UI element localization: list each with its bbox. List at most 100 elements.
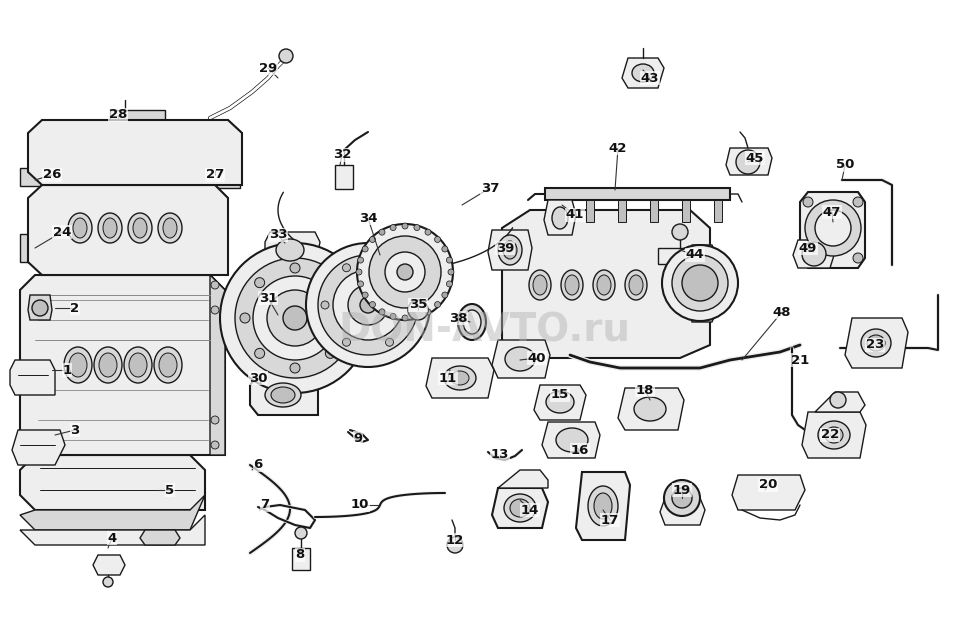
Ellipse shape <box>98 213 122 243</box>
Ellipse shape <box>73 218 87 238</box>
Text: 22: 22 <box>821 429 839 442</box>
Text: 8: 8 <box>295 548 305 561</box>
Circle shape <box>325 278 335 288</box>
Bar <box>658 248 713 264</box>
Ellipse shape <box>594 493 612 519</box>
Ellipse shape <box>588 486 618 526</box>
Circle shape <box>235 258 355 378</box>
Circle shape <box>853 253 863 263</box>
Text: 9: 9 <box>353 432 363 444</box>
Ellipse shape <box>510 499 530 517</box>
Text: 10: 10 <box>350 498 369 511</box>
Text: 2: 2 <box>71 302 79 315</box>
Text: 26: 26 <box>43 168 61 181</box>
Circle shape <box>672 224 688 240</box>
Polygon shape <box>660 498 705 525</box>
Ellipse shape <box>458 304 486 340</box>
Text: 24: 24 <box>53 226 72 239</box>
Polygon shape <box>228 120 242 185</box>
Ellipse shape <box>625 270 647 300</box>
Text: 15: 15 <box>551 389 569 401</box>
Circle shape <box>211 306 219 314</box>
Polygon shape <box>210 275 225 455</box>
Ellipse shape <box>129 353 147 377</box>
Circle shape <box>435 237 440 242</box>
Ellipse shape <box>68 213 92 243</box>
Circle shape <box>267 290 323 346</box>
Ellipse shape <box>533 275 547 295</box>
Circle shape <box>435 302 440 308</box>
Bar <box>682 200 690 222</box>
Circle shape <box>362 292 368 298</box>
Circle shape <box>357 224 453 320</box>
Text: 47: 47 <box>823 206 841 219</box>
Ellipse shape <box>552 207 568 229</box>
Text: 49: 49 <box>799 242 817 255</box>
Bar <box>20 234 42 262</box>
Circle shape <box>736 150 760 174</box>
Circle shape <box>397 264 413 280</box>
Bar <box>190 170 240 188</box>
Circle shape <box>211 416 219 424</box>
Circle shape <box>379 309 385 315</box>
Circle shape <box>306 243 430 367</box>
Circle shape <box>407 301 415 309</box>
Circle shape <box>385 264 394 272</box>
Circle shape <box>447 537 463 553</box>
Ellipse shape <box>597 275 611 295</box>
Text: 6: 6 <box>254 459 262 472</box>
Ellipse shape <box>503 241 517 259</box>
Text: 23: 23 <box>865 338 884 351</box>
Ellipse shape <box>158 213 182 243</box>
Ellipse shape <box>593 270 615 300</box>
Circle shape <box>255 348 264 358</box>
Polygon shape <box>498 470 548 488</box>
Circle shape <box>441 246 448 252</box>
Ellipse shape <box>565 275 579 295</box>
Ellipse shape <box>463 310 481 334</box>
Polygon shape <box>492 488 548 528</box>
Circle shape <box>253 276 337 360</box>
Polygon shape <box>215 185 228 275</box>
Circle shape <box>360 297 376 313</box>
Ellipse shape <box>629 275 643 295</box>
Ellipse shape <box>867 335 885 351</box>
Circle shape <box>32 300 48 316</box>
Circle shape <box>803 253 813 263</box>
Bar <box>618 200 626 222</box>
Text: 12: 12 <box>446 533 464 546</box>
Circle shape <box>356 269 362 275</box>
Polygon shape <box>250 375 318 415</box>
Text: 18: 18 <box>636 384 654 396</box>
Polygon shape <box>488 230 532 270</box>
Circle shape <box>805 200 861 256</box>
Polygon shape <box>10 360 55 395</box>
Circle shape <box>402 223 408 229</box>
Text: 11: 11 <box>439 371 457 384</box>
Bar <box>714 200 722 222</box>
Polygon shape <box>845 318 908 368</box>
Text: 3: 3 <box>71 424 79 437</box>
Ellipse shape <box>133 218 147 238</box>
Circle shape <box>662 245 738 321</box>
Text: 13: 13 <box>491 449 509 462</box>
Circle shape <box>343 264 350 272</box>
Ellipse shape <box>276 239 304 261</box>
Circle shape <box>385 338 394 346</box>
Polygon shape <box>20 495 205 530</box>
Polygon shape <box>492 340 550 378</box>
Text: 32: 32 <box>333 148 351 161</box>
Circle shape <box>803 197 813 207</box>
Circle shape <box>672 488 692 508</box>
Polygon shape <box>28 120 242 185</box>
Text: 43: 43 <box>641 72 659 85</box>
Ellipse shape <box>444 366 476 390</box>
Text: 21: 21 <box>791 353 809 366</box>
Circle shape <box>414 224 420 231</box>
Text: 31: 31 <box>258 292 277 305</box>
Ellipse shape <box>505 347 535 371</box>
Text: 33: 33 <box>269 229 287 242</box>
Ellipse shape <box>825 427 843 443</box>
Ellipse shape <box>159 353 177 377</box>
Circle shape <box>446 257 452 263</box>
